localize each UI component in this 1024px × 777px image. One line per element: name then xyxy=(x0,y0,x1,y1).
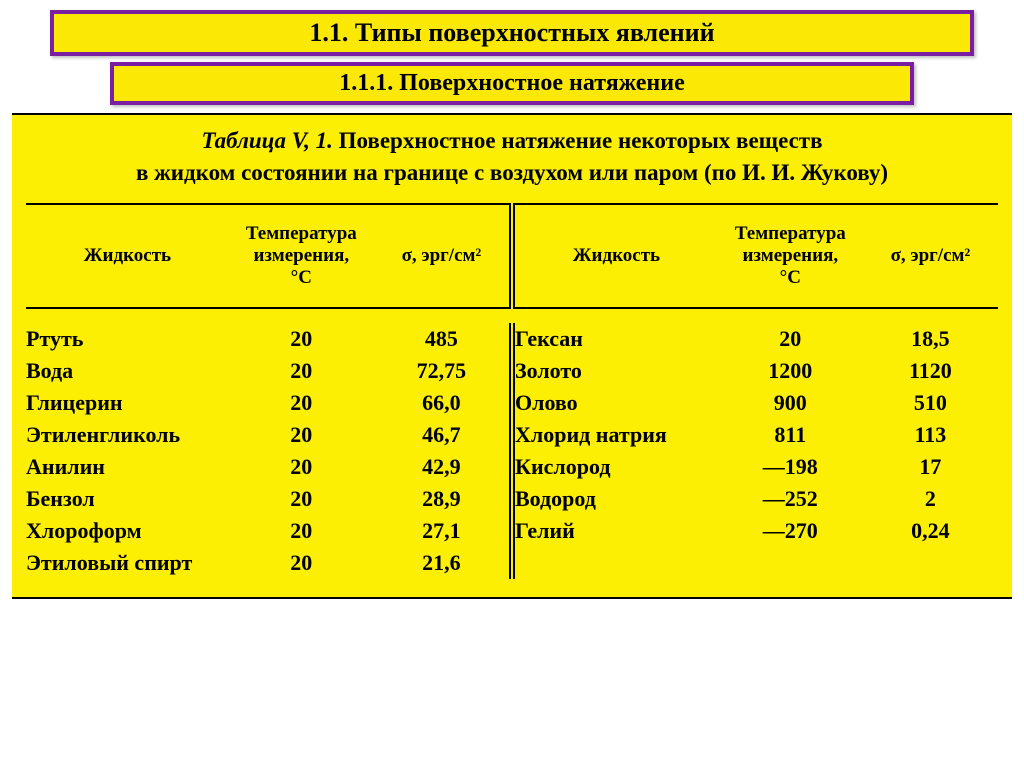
cell-liquid: Вода xyxy=(26,355,229,387)
cell-liquid: Этиловый спирт xyxy=(26,547,229,579)
cell-liquid: Этиленгликоль xyxy=(26,419,229,451)
cell-liquid: Хлороформ xyxy=(26,515,229,547)
table-row: Этиленгликоль2046,7 xyxy=(26,419,509,451)
cell-temp: 20 xyxy=(229,515,374,547)
header-temp-right: Температура измерения, °С xyxy=(718,203,863,309)
cell-temp: 20 xyxy=(229,419,374,451)
table-row: Ртуть20485 xyxy=(26,323,509,355)
cell-sigma: 1120 xyxy=(863,355,998,387)
cell-liquid: Олово xyxy=(515,387,718,419)
cell-temp: —198 xyxy=(718,451,863,483)
cell-temp: 20 xyxy=(229,387,374,419)
cell-temp: —252 xyxy=(718,483,863,515)
cell-liquid: Анилин xyxy=(26,451,229,483)
table-row: Золото12001120 xyxy=(515,355,998,387)
subsection-title-box: 1.1.1. Поверхностное натяжение xyxy=(110,62,914,105)
header-liquid-right: Жидкость xyxy=(515,203,718,309)
cell-liquid: Золото xyxy=(515,355,718,387)
section-title: 1.1. Типы поверхностных явлений xyxy=(309,18,714,47)
header-temp-left: Температура измерения, °С xyxy=(229,203,374,309)
cell-temp: —270 xyxy=(718,515,863,547)
table-body: Ртуть20485Вода2072,75Глицерин2066,0Этиле… xyxy=(26,309,998,579)
cell-temp: 20 xyxy=(229,547,374,579)
table-row: Глицерин2066,0 xyxy=(26,387,509,419)
table-row: Олово900510 xyxy=(515,387,998,419)
cell-liquid: Глицерин xyxy=(26,387,229,419)
subsection-title: 1.1.1. Поверхностное натяжение xyxy=(339,70,685,96)
cell-sigma: 28,9 xyxy=(374,483,509,515)
cell-liquid: Водород xyxy=(515,483,718,515)
cell-temp: 1200 xyxy=(718,355,863,387)
caption-prefix: Таблица V, 1. xyxy=(201,128,332,153)
header-sigma-left: σ, эрг/см² xyxy=(374,203,509,309)
table-row: Хлороформ2027,1 xyxy=(26,515,509,547)
caption-line1: Поверхностное натяжение некоторых вещест… xyxy=(333,128,823,153)
table-caption: Таблица V, 1. Поверхностное натяжение не… xyxy=(26,125,998,189)
cell-temp: 20 xyxy=(229,451,374,483)
cell-temp: 811 xyxy=(718,419,863,451)
cell-temp: 20 xyxy=(229,355,374,387)
column-divider xyxy=(509,203,515,309)
cell-temp: 900 xyxy=(718,387,863,419)
table-row: Кислород—19817 xyxy=(515,451,998,483)
caption-line2: в жидком состоянии на границе с воздухом… xyxy=(136,160,888,185)
header-sigma-right: σ, эрг/см² xyxy=(863,203,998,309)
table-row: Гексан2018,5 xyxy=(515,323,998,355)
table-header-row: Жидкость Температура измерения, °С σ, эр… xyxy=(26,203,998,309)
table-row: Бензол2028,9 xyxy=(26,483,509,515)
cell-sigma: 72,75 xyxy=(374,355,509,387)
cell-sigma: 2 xyxy=(863,483,998,515)
cell-sigma: 42,9 xyxy=(374,451,509,483)
table-row: Анилин2042,9 xyxy=(26,451,509,483)
column-divider xyxy=(509,323,515,579)
table-row: Гелий—2700,24 xyxy=(515,515,998,547)
table-row: Хлорид натрия811113 xyxy=(515,419,998,451)
cell-temp: 20 xyxy=(229,323,374,355)
cell-sigma: 510 xyxy=(863,387,998,419)
cell-temp: 20 xyxy=(229,483,374,515)
cell-liquid: Гелий xyxy=(515,515,718,547)
cell-sigma: 18,5 xyxy=(863,323,998,355)
cell-liquid: Ртуть xyxy=(26,323,229,355)
cell-sigma: 27,1 xyxy=(374,515,509,547)
table-row: Водород—2522 xyxy=(515,483,998,515)
cell-liquid: Кислород xyxy=(515,451,718,483)
table-container: Таблица V, 1. Поверхностное натяжение не… xyxy=(12,113,1012,599)
table-row: Вода2072,75 xyxy=(26,355,509,387)
cell-sigma: 0,24 xyxy=(863,515,998,547)
cell-liquid: Хлорид натрия xyxy=(515,419,718,451)
cell-sigma: 485 xyxy=(374,323,509,355)
table-row: Этиловый спирт2021,6 xyxy=(26,547,509,579)
cell-sigma: 17 xyxy=(863,451,998,483)
cell-sigma: 113 xyxy=(863,419,998,451)
cell-temp: 20 xyxy=(718,323,863,355)
header-liquid-left: Жидкость xyxy=(26,203,229,309)
cell-sigma: 21,6 xyxy=(374,547,509,579)
cell-liquid: Бензол xyxy=(26,483,229,515)
section-title-box: 1.1. Типы поверхностных явлений xyxy=(50,10,974,56)
cell-sigma: 46,7 xyxy=(374,419,509,451)
cell-sigma: 66,0 xyxy=(374,387,509,419)
cell-liquid: Гексан xyxy=(515,323,718,355)
